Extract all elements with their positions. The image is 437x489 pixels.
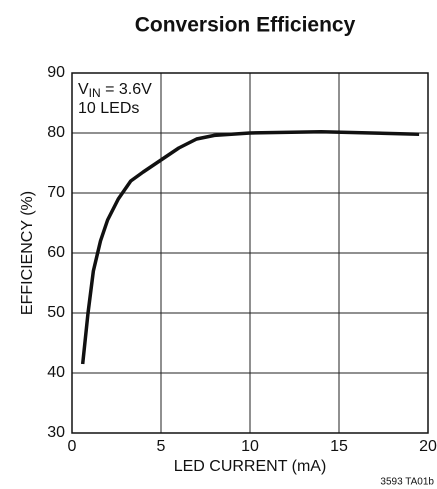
y-axis-label: EFFICIENCY (%)	[19, 191, 36, 315]
x-tick-label: 15	[330, 438, 348, 455]
plot-frame	[71, 72, 429, 434]
y-tick-label: 60	[47, 244, 65, 261]
annotation: VIN = 3.6V	[78, 81, 152, 100]
x-tick-label: 0	[68, 438, 77, 455]
annotation-subscript: IN	[89, 86, 101, 100]
chart-title: Conversion Efficiency	[135, 14, 356, 37]
x-axis-label: LED CURRENT (mA)	[174, 458, 327, 475]
annotation-rest: = 3.6V	[101, 81, 152, 98]
y-tick-label: 50	[47, 304, 65, 321]
x-tick-label: 10	[241, 438, 259, 455]
y-tick-label: 40	[47, 364, 65, 381]
y-tick-label: 80	[47, 124, 65, 141]
annotation-symbol: V	[78, 81, 89, 98]
x-tick-label: 20	[419, 438, 437, 455]
y-tick-label: 30	[47, 424, 65, 441]
x-tick-label: 5	[157, 438, 166, 455]
footnote: 3593 TA01b	[380, 477, 434, 488]
annotation-line2: 10 LEDs	[78, 100, 139, 117]
data-line	[80, 130, 420, 365]
y-tick-label: 70	[47, 184, 65, 201]
y-tick-label: 90	[47, 64, 65, 81]
